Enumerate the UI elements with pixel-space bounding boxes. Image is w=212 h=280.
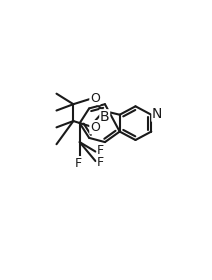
Text: N: N	[152, 107, 162, 121]
Text: F: F	[97, 144, 104, 157]
Text: O: O	[90, 121, 100, 134]
Text: F: F	[75, 157, 82, 170]
Text: O: O	[90, 92, 100, 105]
Text: B: B	[100, 110, 110, 124]
Text: F: F	[97, 156, 104, 169]
